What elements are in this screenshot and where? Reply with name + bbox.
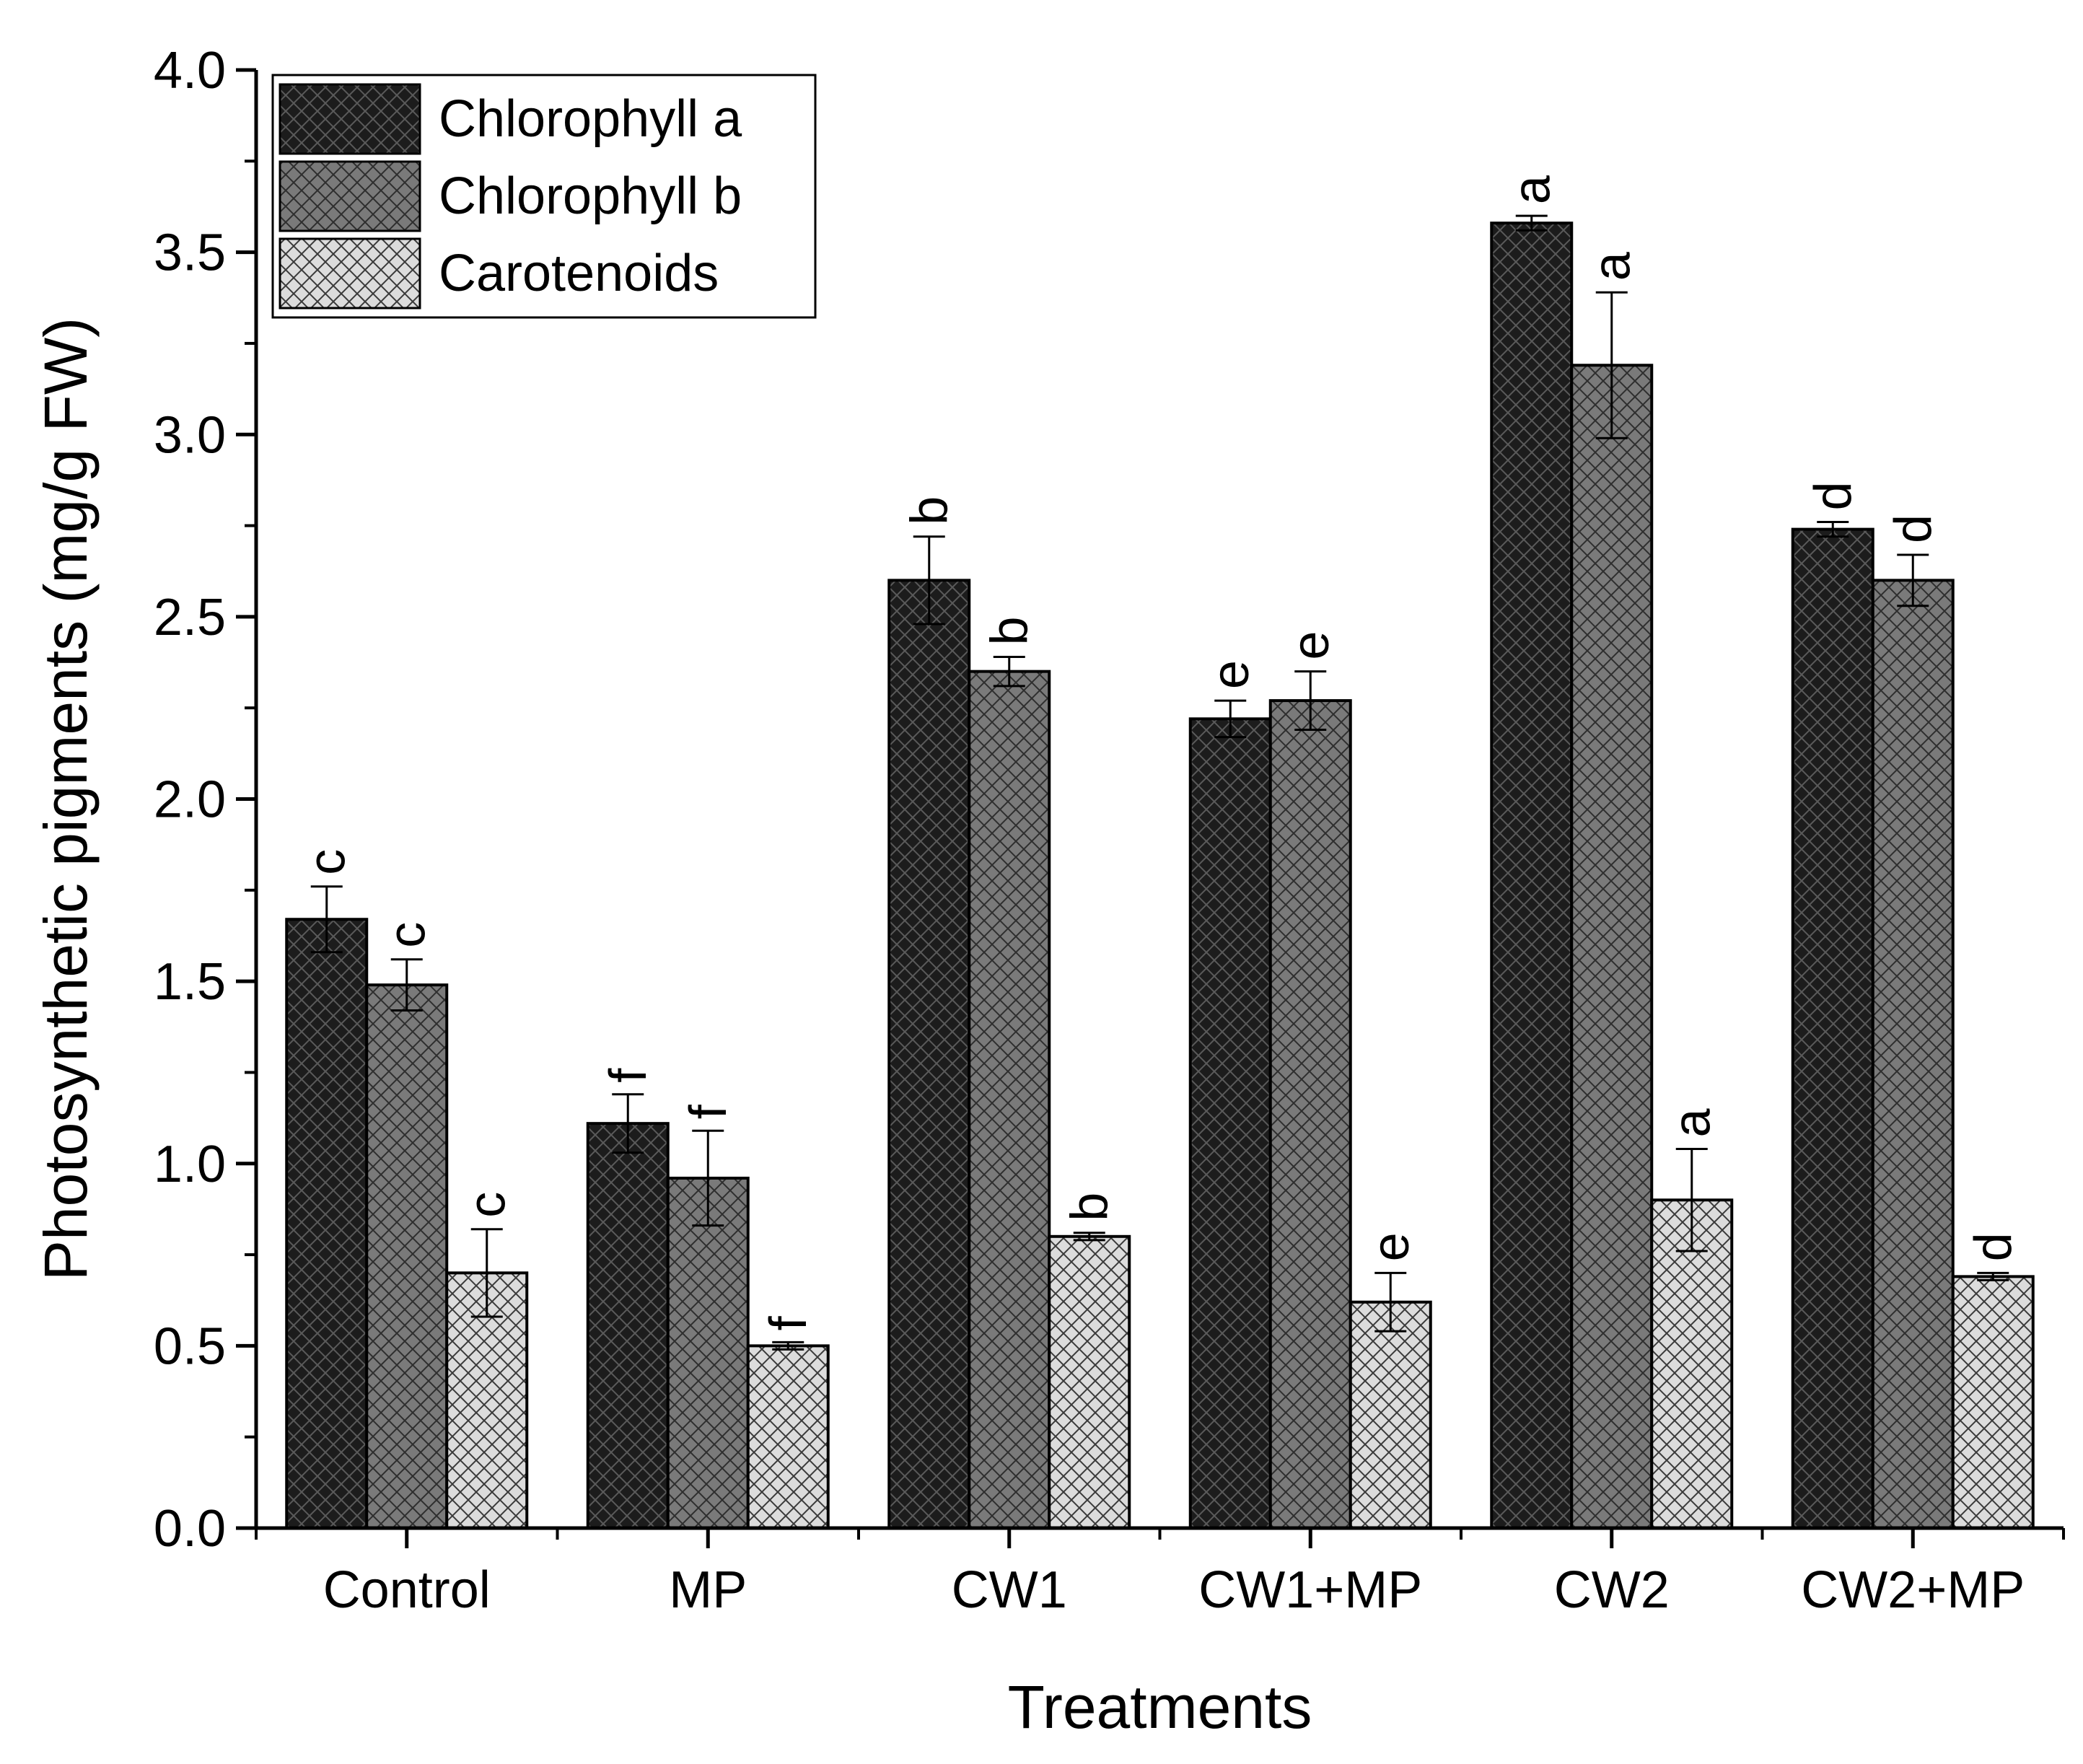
legend-label-chlorophyll-b: Chlorophyll b bbox=[439, 167, 742, 225]
significance-letter: f bbox=[600, 1068, 657, 1083]
y-axis-title: Photosynthetic pigments (mg/g FW) bbox=[32, 317, 100, 1281]
y-tick-label: 4.0 bbox=[154, 42, 226, 100]
error-bars-layer bbox=[310, 214, 2009, 1351]
significance-letter: e bbox=[1362, 1232, 1420, 1261]
significance-letter: a bbox=[1504, 175, 1561, 204]
bar-chlorophyll-a-cw1-mp bbox=[1188, 717, 1272, 1530]
bar-chlorophyll-b-cw2 bbox=[1570, 364, 1654, 1530]
significance-letter: f bbox=[680, 1104, 737, 1119]
bar-chlorophyll-b-control bbox=[365, 983, 449, 1530]
x-tick-label-control: Control bbox=[323, 1561, 491, 1619]
x-tick-label-mp: MP bbox=[669, 1561, 747, 1619]
bar-chlorophyll-a-cw2-mp bbox=[1791, 527, 1874, 1530]
legend-swatch-carotenoids bbox=[279, 237, 421, 310]
y-tick-label: 0.0 bbox=[154, 1500, 226, 1558]
legend-label-chlorophyll-a: Chlorophyll a bbox=[439, 90, 742, 148]
bar-chlorophyll-b-cw2-mp bbox=[1871, 579, 1955, 1530]
x-tick-label-cw1: CW1 bbox=[952, 1561, 1067, 1619]
bar-chlorophyll-a-control bbox=[285, 918, 369, 1530]
y-tick-label: 2.5 bbox=[154, 589, 226, 646]
y-tick-label: 2.0 bbox=[154, 771, 226, 829]
y-tick-label: 3.5 bbox=[154, 224, 226, 282]
bar-chlorophyll-a-mp bbox=[586, 1122, 670, 1530]
bar-carotenoids-mp bbox=[746, 1344, 830, 1530]
significance-letter: b bbox=[981, 616, 1039, 645]
y-tick-label: 1.0 bbox=[154, 1136, 226, 1193]
significance-letter: a bbox=[1664, 1108, 1722, 1138]
bar-chlorophyll-b-mp bbox=[666, 1176, 750, 1530]
significance-letter: e bbox=[1202, 660, 1260, 689]
significance-letter: f bbox=[760, 1315, 817, 1330]
bar-carotenoids-cw1 bbox=[1048, 1234, 1131, 1530]
bar-chlorophyll-b-cw1 bbox=[968, 670, 1051, 1530]
significance-letter: c bbox=[379, 922, 437, 948]
significance-letter: e bbox=[1282, 631, 1340, 660]
legend-swatch-chlorophyll-b bbox=[279, 160, 421, 232]
significance-letter: c bbox=[299, 849, 356, 875]
x-ticks: Control MP CW1 CW1+MP CW2 CW2+MP bbox=[255, 1528, 2065, 1619]
y-tick-label: 1.5 bbox=[154, 953, 226, 1011]
significance-letter: d bbox=[1885, 514, 1942, 543]
significance-letter: b bbox=[901, 496, 959, 525]
bar-carotenoids-cw2 bbox=[1650, 1198, 1734, 1530]
x-tick-label-cw2-mp: CW2+MP bbox=[1801, 1561, 2025, 1619]
significance-letter: d bbox=[1965, 1232, 2022, 1261]
x-tick-label-cw1-mp: CW1+MP bbox=[1198, 1561, 1422, 1619]
y-tick-label: 3.0 bbox=[154, 406, 226, 464]
significance-letter: a bbox=[1584, 251, 1641, 281]
y-tick-label: 0.5 bbox=[154, 1317, 226, 1375]
bar-chlorophyll-a-cw2 bbox=[1490, 221, 1574, 1530]
significance-letter: d bbox=[1804, 481, 1862, 510]
legend: Chlorophyll a Chlorophyll b Carotenoids bbox=[271, 74, 817, 319]
bar-chlorophyll-b-cw1-mp bbox=[1268, 699, 1352, 1530]
y-ticks: 0.0 0.5 1.0 1.5 2.0 2.5 3.0 3.5 4.0 bbox=[154, 42, 256, 1558]
significance-letter: c bbox=[459, 1192, 517, 1218]
bar-carotenoids-cw2-mp bbox=[1951, 1275, 2035, 1530]
legend-swatch-chlorophyll-a bbox=[279, 83, 421, 155]
x-axis-title: Treatments bbox=[1008, 1673, 1312, 1741]
bar-chlorophyll-a-cw1 bbox=[887, 579, 971, 1530]
legend-label-carotenoids: Carotenoids bbox=[439, 245, 719, 302]
x-tick-label-cw2: CW2 bbox=[1554, 1561, 1670, 1619]
bar-carotenoids-cw1-mp bbox=[1349, 1300, 1432, 1530]
bars-layer bbox=[285, 221, 2035, 1530]
significance-letter: b bbox=[1061, 1193, 1119, 1221]
